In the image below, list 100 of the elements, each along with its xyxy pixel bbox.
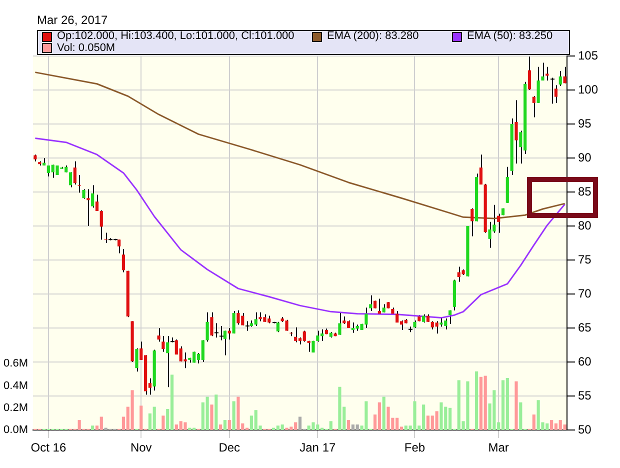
candlestick	[488, 221, 492, 248]
legend-label: EMA (50): 83.250	[467, 30, 553, 42]
candlestick	[228, 328, 231, 340]
bar	[219, 424, 222, 430]
y-tick-label: 85	[578, 184, 592, 198]
candlestick	[135, 348, 138, 372]
candlestick	[232, 310, 236, 334]
bar	[152, 406, 156, 430]
bar	[214, 394, 218, 430]
x-tick-label: Dec	[218, 440, 240, 455]
candlestick	[440, 316, 443, 328]
bar	[550, 420, 554, 430]
bar	[312, 422, 315, 430]
bar	[484, 376, 487, 430]
candlestick	[541, 62, 544, 81]
y-tick-label: 105	[578, 48, 598, 62]
candlestick	[91, 184, 94, 208]
candlestick	[497, 213, 500, 234]
bar	[413, 401, 416, 430]
bar	[356, 424, 359, 430]
bar	[223, 420, 227, 430]
bar	[170, 374, 174, 430]
candlestick	[201, 340, 204, 362]
candlestick	[68, 172, 72, 188]
x-tick-label: Feb	[404, 440, 426, 455]
bar	[232, 401, 236, 430]
x-tick-label: Mar	[488, 440, 509, 455]
candlestick	[214, 322, 219, 338]
candlestick	[118, 239, 121, 254]
x-tick-label: Nov	[130, 440, 152, 455]
candlestick	[122, 248, 126, 273]
candlestick	[219, 325, 224, 341]
candlestick	[351, 322, 355, 334]
candlestick	[550, 77, 555, 104]
bar	[563, 424, 566, 430]
candlestick	[435, 320, 438, 334]
bar	[91, 426, 94, 430]
candlestick	[558, 70, 562, 86]
candlestick	[254, 312, 258, 326]
candlestick	[546, 66, 549, 81]
bar	[338, 386, 342, 430]
bar	[519, 402, 522, 430]
y-tick-label: 95	[578, 116, 592, 130]
y2-tick-label: 0.4M	[4, 380, 28, 392]
legend-label: EMA (200): 83.280	[327, 30, 419, 42]
bar	[130, 390, 134, 430]
legend-label: Op:102.000, Hi:103.400, Lo:101.000, Cl:101.000	[57, 30, 294, 42]
bar	[351, 424, 355, 430]
candlestick	[157, 328, 160, 342]
chart-subtitle: Mar 26, 2017	[37, 13, 108, 27]
y-tick-label: 55	[578, 388, 592, 402]
y-tick-label: 50	[578, 422, 592, 436]
y-tick-label: 100	[578, 82, 598, 96]
bar	[474, 371, 478, 430]
candlestick	[206, 312, 209, 342]
bar	[228, 420, 231, 430]
bar	[184, 422, 187, 430]
candlestick	[316, 330, 320, 342]
candlestick	[236, 310, 240, 326]
candlestick	[184, 352, 187, 369]
bar	[236, 396, 240, 430]
bar	[435, 411, 438, 430]
bar	[206, 396, 209, 430]
bar	[386, 406, 390, 430]
candlestick	[162, 336, 165, 352]
candlestick	[100, 210, 103, 240]
bar	[347, 420, 350, 430]
candlestick	[369, 294, 372, 312]
y-tick-label: 60	[578, 354, 592, 368]
bar	[426, 416, 430, 430]
bar	[440, 402, 443, 430]
candlestick	[448, 310, 452, 324]
candlestick	[470, 208, 474, 237]
y-tick-label: 65	[578, 320, 592, 334]
candlestick	[78, 174, 81, 194]
y-tick-label: 75	[578, 252, 592, 266]
candlestick	[82, 188, 86, 200]
y2-tick-label: 0.2M	[4, 402, 28, 414]
bar	[382, 396, 386, 430]
candlestick	[276, 321, 280, 333]
candlestick	[86, 188, 90, 226]
bar	[532, 414, 536, 430]
candlestick	[536, 66, 540, 104]
y2-tick-label: 0.6M	[4, 358, 28, 370]
bar	[554, 423, 558, 430]
candlestick	[294, 326, 298, 343]
candlestick	[479, 154, 482, 186]
y-tick-label: 80	[578, 218, 592, 232]
y-tick-label: 90	[578, 150, 592, 164]
bar	[100, 416, 103, 430]
x-tick-label: Jan 17	[300, 440, 336, 455]
legend-label: Vol: 0.050M	[57, 42, 116, 54]
bar	[298, 416, 302, 430]
bar	[501, 380, 505, 430]
bar	[280, 424, 284, 430]
candlestick	[73, 160, 76, 186]
candlestick	[302, 330, 306, 342]
bar	[140, 406, 143, 430]
bar	[329, 421, 332, 430]
candlestick	[338, 312, 342, 336]
